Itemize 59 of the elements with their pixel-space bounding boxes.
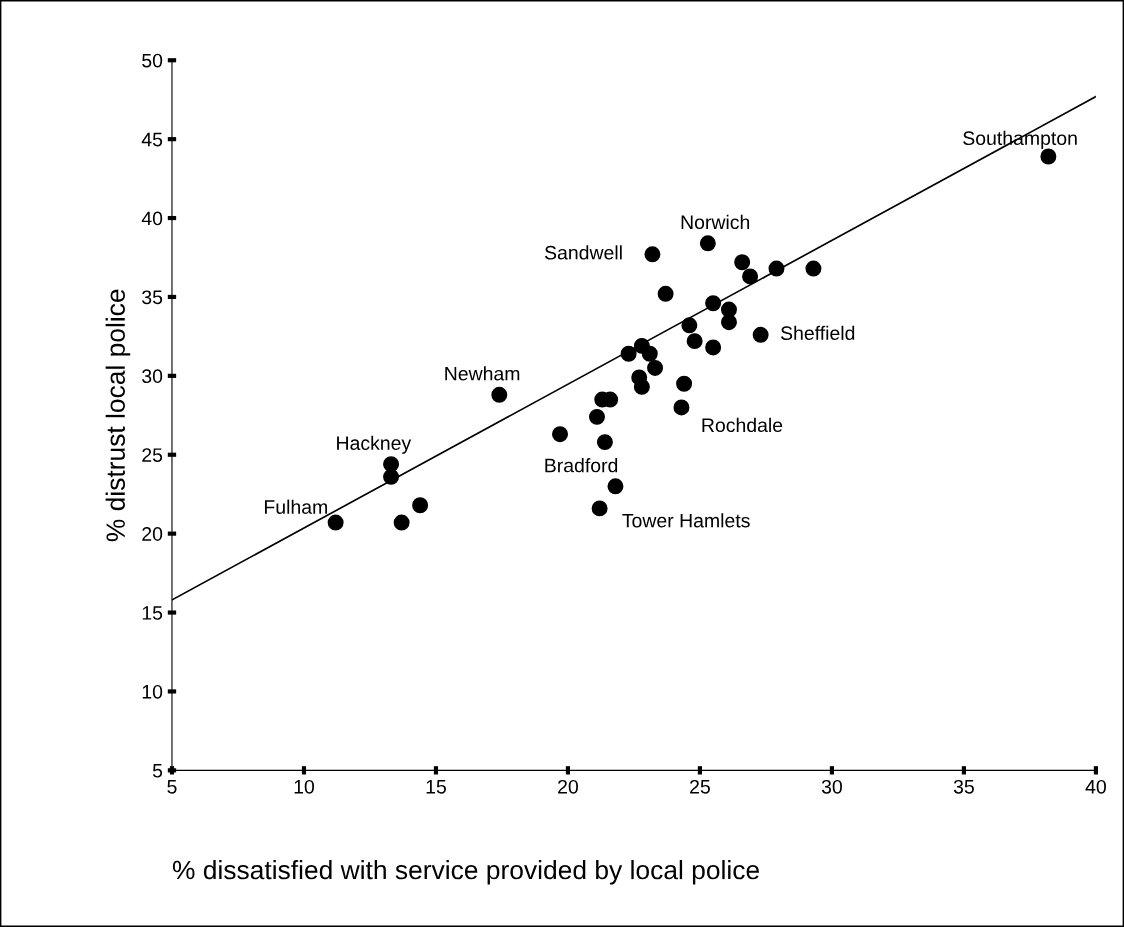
point [705,295,722,312]
x-tick-label: 10 [294,779,315,794]
annotation: Fulham [265,499,327,514]
point [620,345,637,362]
point [552,426,569,443]
annotation: Sandwell [544,245,622,260]
point [589,408,605,425]
x-axis-title: % dissatisfied with service provided by local police [172,859,759,885]
y-tick-label: 25 [142,448,163,462]
y-tick-label: 45 [141,132,163,147]
x-tick-label: 40 [1085,779,1106,794]
annotation: Hackney [337,435,412,454]
point [383,468,400,485]
point [705,339,722,356]
point [327,514,344,531]
y-tick-label: 40 [141,211,163,226]
point [805,260,822,277]
y-tick-label: 5 [152,764,163,778]
point [647,359,664,376]
y-tick-label: 10 [142,684,163,699]
point [412,497,429,514]
annotation: Newham [445,366,520,381]
point [681,317,698,334]
point [657,285,674,302]
y-tick-label: 50 [142,53,163,68]
point [686,333,703,350]
annotation: Sheffield [780,325,855,341]
point [596,434,613,451]
point [491,386,508,403]
point [673,399,690,416]
x-tick-label: 25 [690,779,710,794]
point [752,326,769,343]
point [676,375,693,392]
y-tick-label: 35 [142,290,163,305]
point [734,254,751,271]
point [633,378,650,395]
y-tick-label: 20 [142,527,163,541]
point [768,260,785,277]
point [393,514,410,531]
annotation: Tower Hamlets [622,513,750,528]
point [607,478,624,495]
annotation: Rochdale [702,417,783,433]
x-tick-label: 5 [167,780,177,794]
annotation: Norwich [681,214,750,230]
x-tick-label: 15 [426,780,446,794]
x-tick-label: 35 [953,779,974,794]
x-tick-label: 30 [821,779,842,794]
point [742,268,759,285]
y-axis-title: % distrust local police [105,289,131,542]
point [720,314,737,331]
y-tick-label: 15 [142,606,163,620]
point [644,246,661,263]
point [699,235,716,252]
point [641,345,658,362]
point [1040,148,1057,165]
point [591,500,608,517]
x-tick-label: 20 [558,779,578,794]
y-tick-label: 30 [142,369,163,384]
annotation: Bradford [545,458,618,473]
